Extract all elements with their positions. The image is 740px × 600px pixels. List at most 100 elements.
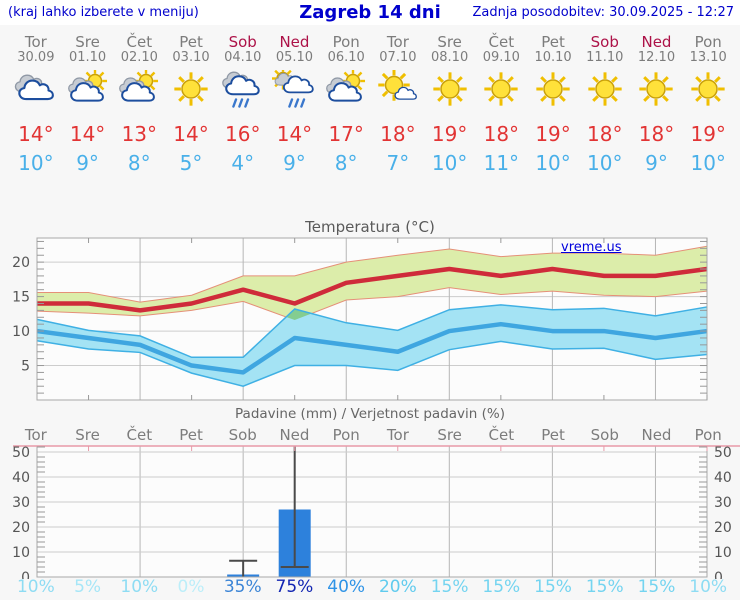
high-temp: 16° [225, 122, 261, 146]
day-name: Pon [694, 33, 722, 51]
precip-day-column: Sob [579, 427, 631, 444]
temp-y-tick: 20 [12, 255, 30, 271]
day-name: Tor [24, 426, 47, 444]
precip-day-column: Tor [10, 427, 62, 444]
weather-icon-cell [475, 64, 527, 118]
partly-icon [67, 68, 107, 102]
weather-icon-cell [527, 64, 579, 118]
day-name: Pon [694, 426, 722, 444]
probability-label: 15% [430, 577, 469, 597]
probability-label: 35% [223, 577, 262, 597]
page-title: Zagreb 14 dni [299, 2, 441, 23]
high-temp: 18° [638, 122, 675, 146]
last-update: Zadnja posodobitev: 30.09.2025 - 12:27 [472, 5, 734, 20]
probability-column: 10% [113, 577, 165, 598]
probability-label: 5% [74, 577, 102, 597]
day-date: 07.10 [379, 50, 417, 65]
day-name: Čet [488, 426, 515, 444]
weather-icon-cell [424, 64, 476, 118]
forecast-day-column: Tor 30.09 14° 10° [10, 34, 62, 176]
probability-column: 75% [269, 577, 321, 598]
day-date: 02.10 [120, 50, 158, 65]
forecast-day-column: Pet 10.10 19° 10° [527, 34, 579, 176]
watermark-link[interactable]: vreme.us [561, 240, 622, 255]
day-date: 06.10 [327, 50, 365, 65]
day-date: 12.10 [637, 50, 676, 65]
day-name: Tor [24, 33, 47, 51]
precip-y-tick-right: 10 [714, 545, 732, 561]
sunny-icon [484, 72, 518, 106]
day-name: Sob [590, 426, 619, 444]
probability-label: 10% [689, 577, 728, 597]
day-date: 30.09 [17, 50, 55, 65]
weather-icon-cell [372, 64, 424, 118]
day-name: Pet [179, 33, 203, 51]
day-name: Tor [386, 426, 409, 444]
temp-y-tick: 5 [21, 359, 30, 375]
high-temp: 14° [18, 122, 54, 146]
low-temp: 10° [18, 151, 54, 175]
high-temp: 17° [328, 122, 364, 146]
partly-icon [119, 68, 159, 102]
high-temp: 18° [587, 122, 623, 146]
day-date: 11.10 [586, 50, 624, 65]
day-date: 08.10 [431, 50, 469, 65]
weather-icon-cell [10, 64, 62, 118]
probability-column: 10% [10, 577, 62, 598]
sunny-icon [588, 72, 622, 106]
forecast-day-column: Pon 06.10 17° 8° [320, 34, 372, 176]
day-date: 05.10 [275, 50, 314, 65]
forecast-day-column: Sob 11.10 18° 10° [579, 34, 631, 176]
day-name: Tor [386, 33, 409, 51]
probability-column: 15% [424, 577, 476, 598]
high-temp: 14° [173, 122, 209, 146]
high-temp: 18° [380, 122, 416, 146]
high-temp: 14° [69, 122, 106, 146]
day-name: Sob [228, 33, 257, 51]
mostlysunny-icon [378, 69, 417, 101]
forecast-day-column: Pet 03.10 14° 5° [165, 34, 217, 176]
weather-icon-cell [165, 64, 217, 118]
probability-row: 10% 5% 10% 0% 35% 75% 40% 20% 15% 15% 15% 15% 15% 10% [10, 577, 734, 598]
precip-y-tick-left: 10 [12, 545, 30, 561]
precip-day-column: Sre [62, 427, 114, 444]
probability-column: 40% [320, 577, 372, 598]
day-name: Pon [332, 426, 360, 444]
temp-y-tick: 15 [12, 290, 30, 306]
precip-chart-title: Padavine (mm) / Verjetnost padavin (%) [235, 406, 505, 422]
probability-label: 15% [482, 577, 521, 597]
probability-column: 35% [217, 577, 269, 598]
precip-y-tick-right: 0 [714, 570, 723, 579]
probability-label: 75% [275, 577, 314, 597]
day-name: Ned [279, 426, 310, 444]
day-name: Ned [641, 33, 672, 51]
probability-label: 15% [637, 577, 676, 597]
precip-day-column: Sre [424, 427, 476, 444]
forecast-day-column: Sre 08.10 19° 10° [424, 34, 476, 176]
day-name: Čet [488, 33, 515, 51]
precipitation-chart: 0 0 10 10 20 20 30 30 40 40 50 50 [12, 445, 740, 579]
precip-day-column: Tor [372, 427, 424, 444]
day-name: Pet [541, 33, 565, 51]
probability-label: 0% [177, 577, 205, 597]
low-temp: 9° [283, 151, 306, 175]
cloudy-icon [14, 74, 54, 101]
precip-day-column: Pon [682, 427, 734, 444]
high-temp: 19° [690, 122, 726, 146]
weather-icon-cell [62, 64, 114, 118]
weather-icon-cell [113, 64, 165, 118]
low-temp: 7° [386, 151, 410, 175]
probability-column: 20% [372, 577, 424, 598]
sunny-icon [639, 72, 674, 106]
forecast-day-column: Tor 07.10 18° 7° [372, 34, 424, 176]
probability-column: 15% [631, 577, 683, 598]
precip-day-column: Pon [320, 427, 372, 444]
sunny-icon [691, 72, 725, 106]
probability-column: 15% [579, 577, 631, 598]
sunny-icon [174, 72, 208, 106]
day-date: 13.10 [689, 50, 727, 65]
location-note: (kraj lahko izberete v meniju) [8, 5, 199, 20]
probability-label: 10% [120, 577, 159, 597]
temp-chart-title: Temperatura (°C) [305, 218, 435, 236]
